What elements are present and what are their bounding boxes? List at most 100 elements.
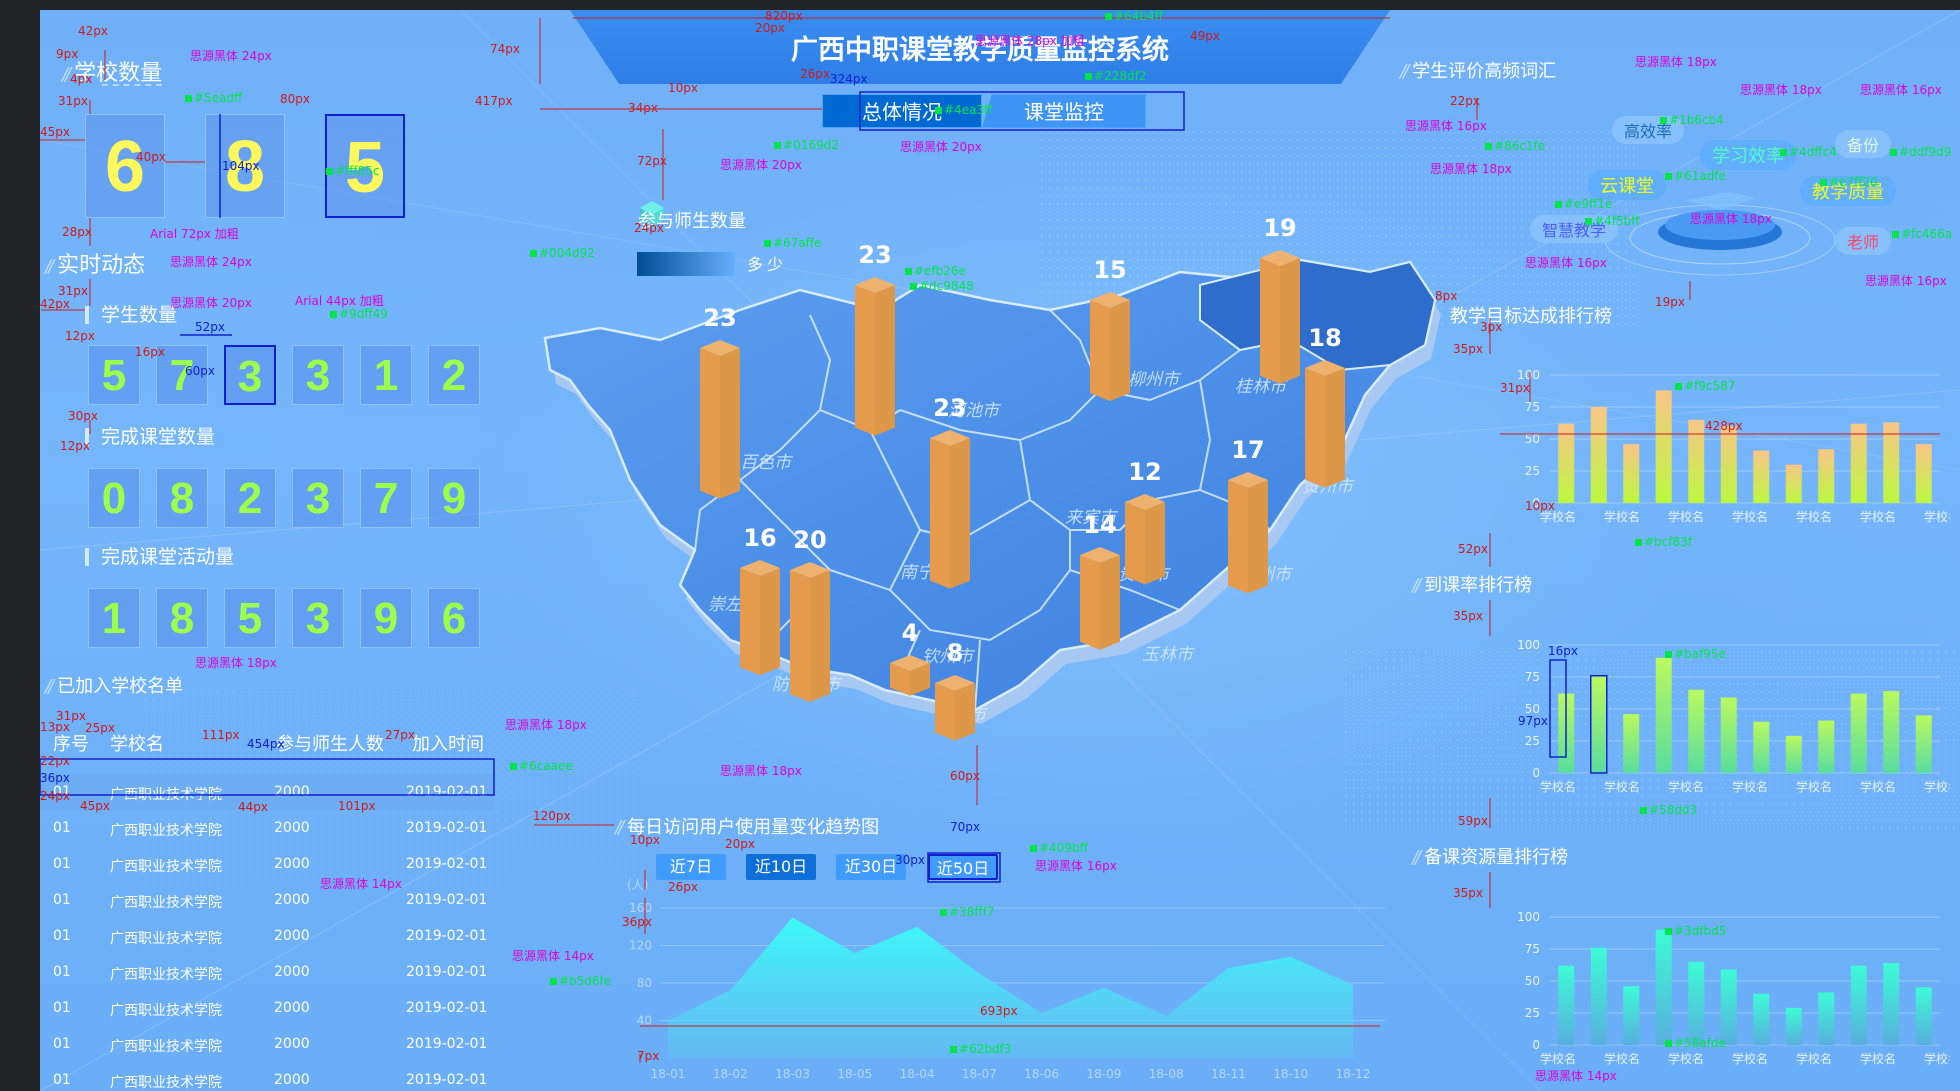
color-swatch-icon (1820, 179, 1827, 186)
spec-annotation-text: 74px (490, 42, 520, 56)
city-label-2: 柳州市 (1128, 370, 1179, 390)
spec-annotation: #3dfbd5 (1665, 925, 1726, 937)
spec-annotation: 45px (80, 800, 110, 812)
ranking-bar (1915, 987, 1932, 1045)
bar-x-tick: 学校名 (1860, 1051, 1896, 1066)
bar-y-tick: 25 (1525, 734, 1540, 748)
spec-annotation-text: #409bff (1039, 841, 1088, 855)
spec-annotation: #e7ff20 (1820, 176, 1878, 188)
color-swatch-icon (1675, 383, 1682, 390)
classes-digit-4: 3 (292, 468, 344, 528)
table-row[interactable]: 01 广西职业技术学院 2000 2019-02-01 (40, 1062, 494, 1091)
trend-title-text: 每日访问用户使用量变化趋势图 (627, 817, 880, 838)
spec-annotation-text: 324px (830, 72, 868, 86)
spec-annotation-text: 20px (755, 21, 785, 35)
spec-annotation: Arial 44px 加粗 (295, 295, 384, 307)
slash-icon: // (1412, 575, 1421, 596)
color-swatch-icon (1665, 173, 1672, 180)
spec-annotation: 74px (490, 43, 520, 55)
table-row[interactable]: 01 广西职业技术学院 2000 2019-02-01 (40, 1026, 494, 1062)
spec-annotation-text: 34px (628, 101, 658, 115)
spec-annotation-text: 428px (1705, 419, 1743, 433)
color-swatch-icon (326, 168, 333, 175)
spec-annotation-text: 35px (1453, 886, 1483, 900)
spec-annotation: 36px (622, 916, 652, 928)
city-label-1: 河池市 (948, 401, 999, 421)
table-row[interactable]: 01 广西职业技术学院 2000 2019-02-01 (40, 846, 494, 882)
spec-annotation-text: 16px (1548, 644, 1578, 658)
spec-annotation: 34px (628, 102, 658, 114)
spec-annotation-text: #fff85c (335, 164, 380, 178)
bar-x-tick: 学校名 (1668, 1051, 1704, 1066)
word-learning-efficiency[interactable]: 学习效率 (1700, 140, 1796, 170)
cell-index: 01 (53, 856, 71, 872)
trend-x-tick: 18-09 (1086, 1067, 1121, 1081)
word-backup[interactable]: 备份 (1835, 130, 1892, 158)
city-label-0: 百色市 (740, 453, 791, 473)
spec-annotation-text: 思源黑体 18px (1690, 212, 1772, 226)
spec-annotation: 12px (60, 440, 90, 452)
spec-annotation-text: 思源黑体 14px (1535, 1069, 1617, 1083)
cell-school: 广西职业技术学院 (110, 1039, 222, 1055)
table-row[interactable]: 01 广西职业技术学院 2000 2019-02-01 (40, 954, 494, 990)
range-50d-button[interactable]: 近50日 (928, 854, 998, 880)
spec-annotation: 80px (280, 93, 310, 105)
trend-x-tick: 18-01 (651, 1067, 686, 1081)
spec-annotation-text: 80px (280, 92, 310, 106)
spec-annotation-text: #e7ff20 (1829, 175, 1878, 189)
spec-annotation-text: 思源黑体 18px (505, 718, 587, 732)
ranking-bar (1688, 689, 1705, 773)
spec-annotation: 8px (1435, 290, 1457, 302)
spec-annotation-text: 思源黑体 18px (720, 764, 802, 778)
spec-annotation-text: 10px (668, 81, 698, 95)
spec-annotation-text: #58afde (1674, 1036, 1726, 1050)
table-row[interactable]: 01 广西职业技术学院 2000 2019-02-01 (40, 882, 494, 918)
activities-digit-1: 1 (88, 588, 140, 648)
spec-annotation-text: 30px (68, 409, 98, 423)
spec-annotation: 111px (202, 729, 240, 741)
spec-annotation: 12px (65, 330, 95, 342)
spec-annotation-text: 10px (630, 833, 660, 847)
spec-annotation-text: #bcf83f (1644, 535, 1692, 549)
map-bar-7 (1228, 472, 1268, 594)
word-smart-teaching[interactable]: 智慧教学 (1530, 215, 1619, 243)
word-cloud-classroom[interactable]: 云课堂 (1588, 170, 1666, 200)
spec-annotation-text: #b5d6fe (559, 974, 612, 988)
bar-x-tick: 学校名 (1668, 779, 1704, 794)
spec-annotation: 思源黑体 16px (1860, 84, 1942, 96)
spec-annotation-text: 13px (40, 720, 70, 734)
school-count-title: //学校数量 (62, 55, 162, 87)
map-bar-label-8: 16 (743, 524, 777, 552)
spec-annotation-text: #62bdf3 (959, 1042, 1012, 1056)
map-bar-4 (1305, 360, 1345, 488)
word-high-efficiency[interactable]: 高效率 (1612, 116, 1685, 144)
spec-annotation: 70px (950, 821, 980, 833)
color-swatch-icon (330, 311, 337, 318)
bar-y-tick: 50 (1525, 432, 1540, 446)
table-row[interactable]: 01 广西职业技术学院 2000 2019-02-01 (40, 990, 494, 1026)
map-bar-label-2: 15 (1093, 256, 1127, 284)
bar-x-tick: 学校名 (1796, 779, 1832, 794)
slash-icon: // (45, 676, 54, 697)
range-30d-button[interactable]: 近30日 (836, 854, 906, 880)
table-row[interactable]: 01 广西职业技术学院 2000 2019-02-01 (40, 810, 494, 846)
spec-annotation: 思源黑体 18px (1690, 213, 1772, 225)
spec-annotation: #4dffc4 (1780, 146, 1837, 158)
spec-annotation-text: 35px (1453, 609, 1483, 623)
table-row[interactable]: 01 广西职业技术学院 2000 2019-02-01 (40, 918, 494, 954)
bar-y-tick: 100 (1517, 638, 1540, 652)
spec-annotation: #409bff (1030, 842, 1088, 854)
range-10d-button[interactable]: 近10日 (746, 854, 816, 880)
student-digit-6: 2 (428, 345, 480, 405)
cell-participants: 2000 (274, 964, 310, 980)
spec-annotation-text: 40px (136, 150, 166, 164)
color-swatch-icon (1640, 807, 1647, 814)
word-teacher[interactable]: 老师 (1835, 227, 1892, 255)
cell-date: 2019-02-01 (406, 820, 488, 836)
spec-annotation: 3px (1480, 321, 1502, 333)
range-7d-button[interactable]: 近7日 (656, 854, 726, 880)
word-teaching-quality[interactable]: 教学质量 (1800, 176, 1896, 206)
spec-annotation: 思源黑体 20px (900, 141, 982, 153)
spec-annotation: #4f5bff (1585, 215, 1639, 227)
spec-annotation-text: #64b4ff (1114, 10, 1163, 23)
